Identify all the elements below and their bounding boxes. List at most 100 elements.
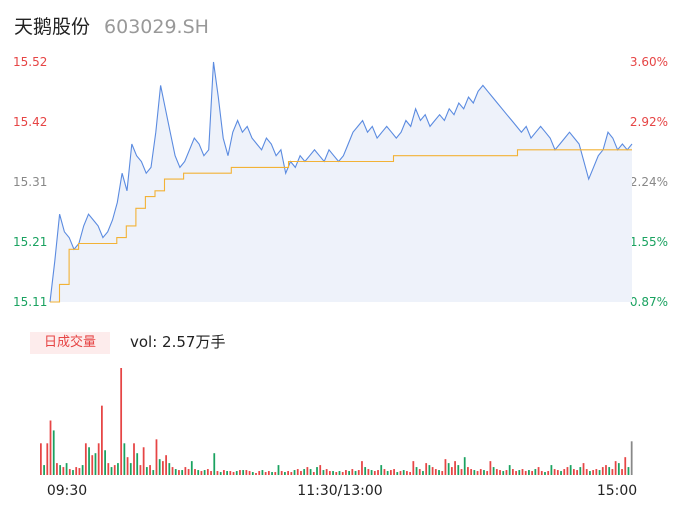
volume-bar <box>409 472 412 475</box>
y-left-tick-label: 15.42 <box>13 115 47 129</box>
volume-bar <box>467 467 469 475</box>
volume-bar <box>431 467 434 475</box>
y-right-tick-label: 2.92% <box>630 115 668 129</box>
volume-bar <box>52 430 55 475</box>
volume-bar <box>630 441 633 475</box>
volume-label: vol: 2.57万手 <box>130 333 226 351</box>
volume-bar <box>492 467 495 475</box>
volume-bar <box>229 471 232 475</box>
volume-bar <box>258 471 261 475</box>
volume-bar <box>582 463 585 475</box>
volume-bar <box>373 471 376 475</box>
volume-bar <box>483 470 485 475</box>
y-left-tick-label: 15.52 <box>13 55 47 69</box>
volume-bar <box>367 469 370 475</box>
volume-bar <box>59 465 62 475</box>
volume-bar <box>107 463 110 475</box>
volume-bar <box>120 368 123 475</box>
volume-bar <box>528 470 530 475</box>
x-tick-label: 09:30 <box>47 483 87 499</box>
volume-bar <box>505 470 508 475</box>
volume-bar <box>621 469 623 475</box>
volume-bar <box>65 463 68 475</box>
volume-bar <box>357 470 360 475</box>
volume-bar <box>617 463 620 475</box>
y-left-tick-label: 15.31 <box>13 175 47 189</box>
volume-bar <box>351 469 354 475</box>
volume-bar <box>569 465 572 475</box>
volume-bar <box>341 472 344 475</box>
volume-bar <box>499 470 501 475</box>
volume-bar <box>306 467 309 475</box>
volume-bar <box>290 472 293 475</box>
volume-bar <box>325 469 328 475</box>
volume-bar <box>271 472 273 475</box>
volume-bar <box>361 461 363 475</box>
volume-bar <box>287 471 289 475</box>
volume-bar <box>589 471 591 475</box>
volume-bar <box>550 465 553 475</box>
volume-bar <box>206 469 209 475</box>
volume-bar <box>123 443 126 475</box>
volume-bar <box>377 470 379 475</box>
volume-bar <box>598 470 601 475</box>
volume-bar <box>277 465 280 475</box>
volume-bar <box>213 453 216 475</box>
volume-bar <box>133 443 135 475</box>
volume-bar <box>605 465 607 475</box>
volume-bar <box>380 465 383 475</box>
volume-bar <box>255 473 257 475</box>
volume-bar <box>194 469 196 475</box>
volume-bar <box>145 467 148 475</box>
volume-bar <box>88 447 90 475</box>
volume-bar <box>223 470 225 475</box>
volume-bar <box>434 469 437 475</box>
volume-bar <box>113 465 116 475</box>
volume-bar <box>473 470 476 475</box>
volume-bar <box>524 471 527 475</box>
volume-bar <box>126 457 129 475</box>
volume-bar <box>117 463 119 475</box>
volume-bar <box>40 443 42 475</box>
stock-code: 603029.SH <box>104 16 209 38</box>
y-right-tick-label: 0.87% <box>630 295 668 309</box>
volume-bar <box>406 471 408 475</box>
volume-bar <box>438 470 440 475</box>
volume-bar <box>242 470 245 475</box>
volume-bar <box>226 471 228 475</box>
volume-bar <box>422 471 424 475</box>
volume-bar <box>534 469 537 475</box>
volume-bar <box>576 470 578 475</box>
volume-bar <box>560 471 562 475</box>
volume-bar <box>544 472 546 475</box>
volume-bar <box>563 469 566 475</box>
volume-bar <box>81 465 84 475</box>
volume-bar <box>49 420 52 475</box>
y-right-tick-label: 1.55% <box>630 235 668 249</box>
volume-bar <box>454 461 456 475</box>
volume-bar <box>248 471 251 475</box>
price-area-fill <box>50 62 632 302</box>
volume-bar <box>219 472 222 475</box>
volume-bar <box>444 459 447 475</box>
volume-bar <box>245 470 248 475</box>
volume-bar <box>43 465 45 475</box>
volume-bar <box>322 470 325 475</box>
volume-bar <box>168 463 171 475</box>
volume-bar <box>572 469 575 475</box>
volume-bar <box>316 467 318 475</box>
volume-bar <box>489 461 492 475</box>
volume-bar <box>402 470 405 475</box>
volume-bar <box>280 471 283 475</box>
volume-bar <box>579 467 582 475</box>
volume-bar <box>284 472 286 475</box>
volume-bar <box>129 463 132 475</box>
y-right-tick-label: 2.24% <box>630 175 668 189</box>
volume-bar <box>383 469 386 475</box>
volume-bar <box>511 469 514 475</box>
volume-bar <box>56 463 58 475</box>
volume-bar <box>75 467 78 475</box>
volume-bar <box>627 467 630 475</box>
volume-bar <box>553 469 556 475</box>
volume-bar <box>200 471 203 475</box>
